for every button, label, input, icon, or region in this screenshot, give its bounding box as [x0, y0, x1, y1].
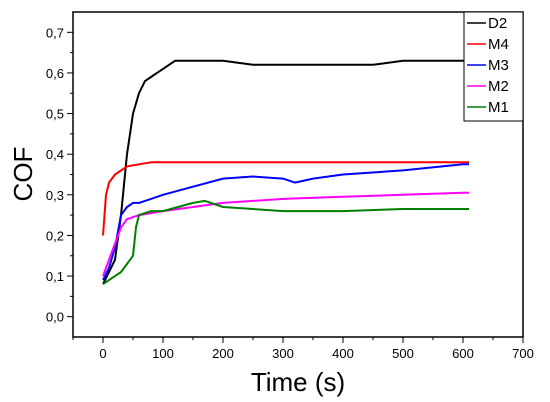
y-tick-label: 0,5: [46, 107, 64, 122]
x-tick-label: 400: [332, 346, 354, 361]
legend: D2 M4 M3 M2 M1: [463, 11, 524, 122]
series-line-d2: [102, 59, 469, 285]
tick-layer: 0 100 200 300 400 500 600 700 0,0 0,1 0,2 0,3 0,4 0,5…: [46, 25, 534, 361]
y-tick-label: 0,4: [46, 147, 64, 162]
y-tick-label: 0,6: [46, 66, 64, 81]
x-tick-label: 100: [152, 346, 174, 361]
x-tick-label: 600: [452, 346, 474, 361]
legend-label: M1: [488, 99, 509, 116]
series-line-m3: [102, 163, 469, 281]
x-tick-label: 200: [212, 346, 234, 361]
y-tick-label: 0,0: [46, 310, 64, 325]
legend-label: M2: [488, 78, 509, 95]
y-tick-label: 0,1: [46, 269, 64, 284]
legend-box: [463, 11, 524, 122]
series-line-m1: [102, 199, 469, 286]
x-tick-label: 500: [392, 346, 414, 361]
x-axis-title: Time (s): [251, 367, 345, 397]
series-layer: [102, 59, 469, 286]
series-line-m2: [102, 191, 469, 277]
x-tick-label: 700: [512, 346, 534, 361]
legend-label: M4: [488, 36, 509, 53]
plot-frame: [72, 11, 524, 338]
y-axis-title: COF: [8, 147, 38, 202]
y-tick-label: 0,7: [46, 25, 64, 40]
legend-label: M3: [488, 57, 509, 74]
x-tick-label: 0: [99, 346, 106, 361]
y-tick-label: 0,3: [46, 188, 64, 203]
series-line-m4: [102, 161, 469, 236]
legend-label: D2: [488, 15, 507, 32]
y-tick-label: 0,2: [46, 228, 64, 243]
x-tick-label: 300: [272, 346, 294, 361]
